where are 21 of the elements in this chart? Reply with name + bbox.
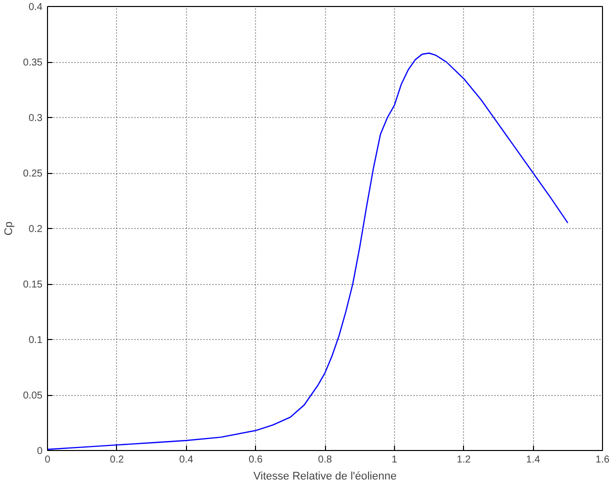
x-tick-label: 1.6 — [596, 454, 610, 466]
x-tick-label: 0.8 — [318, 454, 332, 466]
x-tick-label: 0.6 — [248, 454, 264, 466]
x-axis-title: Vitesse Relative de l'éolienne — [253, 470, 397, 482]
y-tick-label: 0.25 — [23, 168, 43, 180]
y-tick-label: 0 — [36, 446, 43, 457]
y-tick-label: 0.15 — [23, 280, 43, 290]
x-tick-label: 0.4 — [179, 454, 194, 466]
y-tick-label: 0.1 — [28, 335, 43, 346]
y-axis-title: Cp — [3, 221, 16, 236]
y-tick-label: 0.3 — [28, 113, 43, 124]
line-series — [48, 52, 568, 450]
y-tick-label: 0.2 — [28, 224, 43, 235]
x-tick-label: 1 — [392, 454, 398, 466]
x-tick-label: 1.4 — [526, 454, 541, 466]
x-tick-label: 0.2 — [110, 454, 124, 466]
y-tick-label: 0.05 — [23, 390, 43, 402]
x-tick-label: 1.2 — [456, 454, 472, 466]
y-tick-label: 0.35 — [23, 58, 43, 68]
y-tick-label: 0.4 — [28, 2, 43, 13]
x-tick-label: 0 — [44, 454, 51, 466]
